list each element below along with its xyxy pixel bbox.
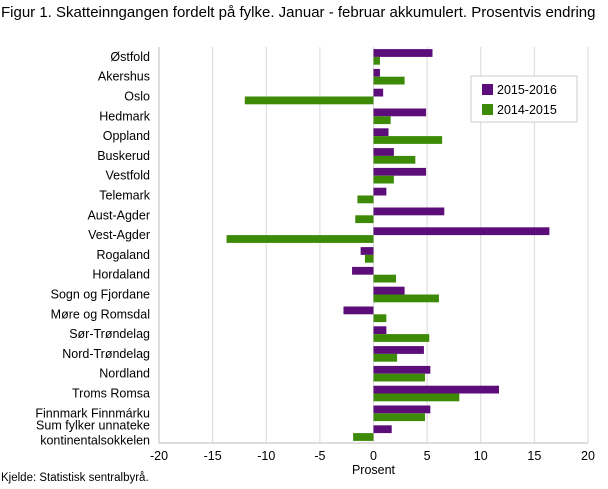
- x-tick-label-4: 0: [370, 449, 377, 463]
- category-label-3: Hedmark: [99, 109, 150, 123]
- x-axis-label: Prosent: [352, 463, 396, 477]
- bars: [226, 49, 550, 441]
- bar-2014-2015-2: [244, 96, 374, 105]
- value-axis: -20 -15 -10 -5 0 5 10 15 20: [150, 449, 595, 463]
- legend: 2015-2016 2014-2015: [470, 75, 578, 123]
- category-label-8: Aust-Agder: [87, 208, 150, 222]
- bar-2014-2015-13: [373, 314, 387, 323]
- category-label-1: Akershus: [98, 70, 150, 84]
- bar-2014-2015-5: [373, 155, 416, 164]
- category-label-6: Vestfold: [106, 169, 151, 183]
- bar-2015-2016-6: [373, 167, 427, 176]
- bar-2014-2015-16: [373, 373, 425, 382]
- category-label-11: Hordaland: [92, 268, 150, 282]
- bar-2014-2015-6: [373, 175, 394, 184]
- source-note: Kjelde: Statistisk sentralbyrå.: [1, 472, 149, 484]
- bar-2014-2015-0: [373, 56, 380, 65]
- category-label-12: Sogn og Fjordane: [51, 288, 150, 302]
- bar-2014-2015-11: [373, 274, 397, 283]
- bar-2015-2016-19: [373, 425, 392, 434]
- bar-2015-2016-3: [373, 108, 427, 117]
- bar-2015-2016-12: [373, 286, 405, 295]
- legend-label-0: 2015-2016: [497, 83, 557, 97]
- bar-2014-2015-3: [373, 116, 391, 125]
- category-label-13: Møre og Romsdal: [51, 307, 150, 321]
- x-tick-label-1: -15: [204, 449, 222, 463]
- bar-2014-2015-1: [373, 76, 405, 85]
- bar-2015-2016-0: [373, 49, 433, 57]
- bar-2015-2016-1: [373, 68, 380, 77]
- bar-2015-2016-18: [373, 405, 431, 414]
- grid-lines: [158, 47, 589, 444]
- bar-2014-2015-9: [226, 235, 374, 243]
- bar-2014-2015-15: [373, 353, 398, 362]
- bar-2014-2015-18: [373, 413, 425, 422]
- bar-2015-2016-15: [373, 346, 424, 354]
- x-tick-label-2: -10: [257, 449, 275, 463]
- bar-2014-2015-8: [355, 215, 374, 224]
- x-tick-label-6: 10: [474, 449, 488, 463]
- bar-2015-2016-10: [360, 247, 374, 255]
- bar-2015-2016-11: [352, 266, 374, 275]
- legend-swatch-1: [482, 104, 493, 115]
- category-label-4: Oppland: [103, 129, 150, 143]
- bar-2015-2016-5: [373, 148, 394, 156]
- category-label-19: kontinentalsokkelen: [40, 434, 150, 448]
- category-label-17: Troms Romsa: [72, 387, 150, 401]
- legend-label-1: 2014-2015: [497, 103, 557, 117]
- x-tick-label-5: 5: [424, 449, 431, 463]
- bar-2014-2015-14: [373, 334, 430, 342]
- category-label-2: Oslo: [124, 90, 150, 104]
- bar-2015-2016-8: [373, 207, 445, 216]
- category-label-9: Vest-Agder: [88, 228, 150, 242]
- bar-2015-2016-7: [373, 187, 387, 196]
- bar-2014-2015-4: [373, 136, 443, 144]
- category-label-5: Buskerud: [97, 149, 150, 163]
- category-label-0: Østfold: [110, 50, 150, 64]
- x-tick-label-3: -5: [314, 449, 325, 463]
- bar-2014-2015-12: [373, 294, 439, 303]
- bar-2015-2016-13: [343, 306, 374, 315]
- bar-2015-2016-16: [373, 365, 431, 374]
- category-label-19: Sum fylker unnateke: [36, 419, 150, 433]
- bar-2014-2015-10: [364, 254, 374, 263]
- category-axis: Østfold Akershus Oslo Hedmark Oppland Buskeru…: [35, 50, 150, 448]
- bar-2015-2016-2: [373, 88, 384, 97]
- bar-2014-2015-17: [373, 393, 460, 402]
- category-label-14: Sør-Trøndelag: [69, 327, 150, 341]
- bar-2015-2016-17: [373, 385, 499, 394]
- bar-2014-2015-19: [353, 433, 374, 441]
- x-tick-label-7: 15: [527, 449, 541, 463]
- legend-swatch-0: [482, 84, 493, 95]
- bar-2014-2015-7: [357, 195, 374, 204]
- bar-2015-2016-4: [373, 128, 389, 137]
- category-label-18: Finnmark Finnmárku: [35, 406, 150, 420]
- x-tick-label-8: 20: [581, 449, 595, 463]
- category-label-15: Nord-Trøndelag: [62, 347, 150, 361]
- bar-2015-2016-9: [373, 227, 550, 236]
- chart-title: Figur 1. Skatteinngangen fordelt på fylk…: [1, 4, 596, 21]
- category-label-16: Nordland: [99, 367, 150, 381]
- bar-2015-2016-14: [373, 326, 387, 335]
- category-label-7: Telemark: [99, 189, 150, 203]
- x-tick-label-0: -20: [150, 449, 168, 463]
- category-label-10: Rogaland: [96, 248, 150, 262]
